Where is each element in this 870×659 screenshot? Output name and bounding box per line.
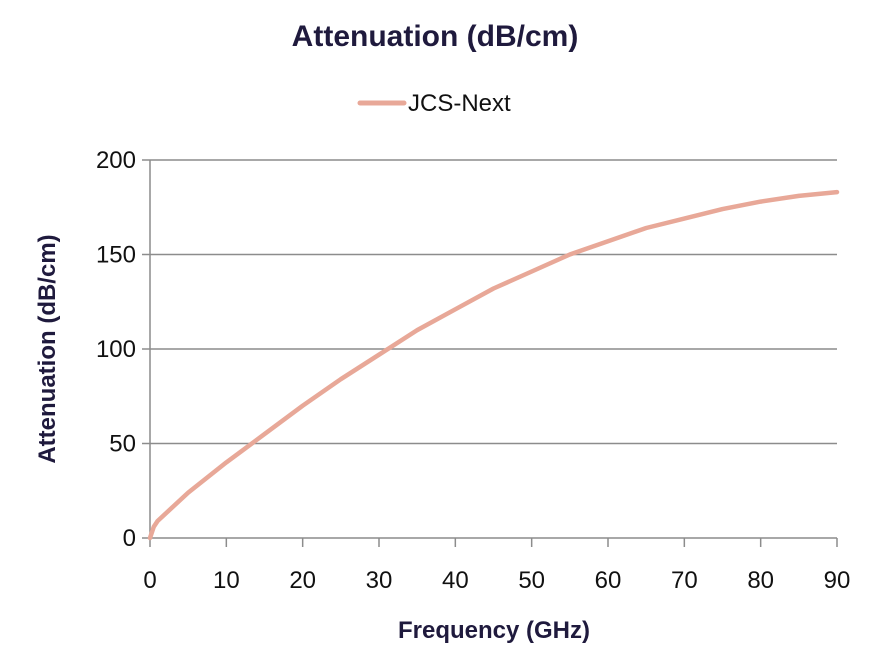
y-tick-label-150: 150 (96, 242, 136, 269)
x-tick-label-0: 0 (143, 567, 156, 594)
y-tick-label-200: 200 (96, 147, 136, 174)
x-tick-label-20: 20 (289, 567, 316, 594)
y-tick-label-0: 0 (123, 525, 136, 552)
legend-label-jcs-next: JCS-Next (408, 90, 511, 117)
x-tick-label-60: 60 (595, 567, 622, 594)
x-axis-title: Frequency (GHz) (398, 617, 590, 644)
legend: JCS-Next (357, 90, 511, 117)
x-tick-label-80: 80 (747, 567, 774, 594)
series-line-jcs-next (147, 189, 840, 541)
y-axis-title: Attenuation (dB/cm) (34, 234, 61, 463)
y-tick-labels: 0 50 100 150 200 (96, 147, 136, 552)
series-layer (147, 189, 840, 541)
chart-title: Attenuation (dB/cm) (292, 20, 579, 53)
axes (142, 159, 838, 547)
y-tick-label-100: 100 (96, 336, 136, 363)
x-tick-label-70: 70 (671, 567, 698, 594)
x-tick-label-40: 40 (442, 567, 469, 594)
y-tick-label-50: 50 (109, 431, 136, 458)
x-tick-label-50: 50 (518, 567, 545, 594)
x-tick-label-90: 90 (824, 567, 851, 594)
x-tick-label-10: 10 (213, 567, 240, 594)
x-tick-labels: 0 10 20 30 40 50 60 70 80 90 (143, 567, 850, 594)
x-tick-label-30: 30 (366, 567, 393, 594)
gridlines (150, 159, 837, 445)
